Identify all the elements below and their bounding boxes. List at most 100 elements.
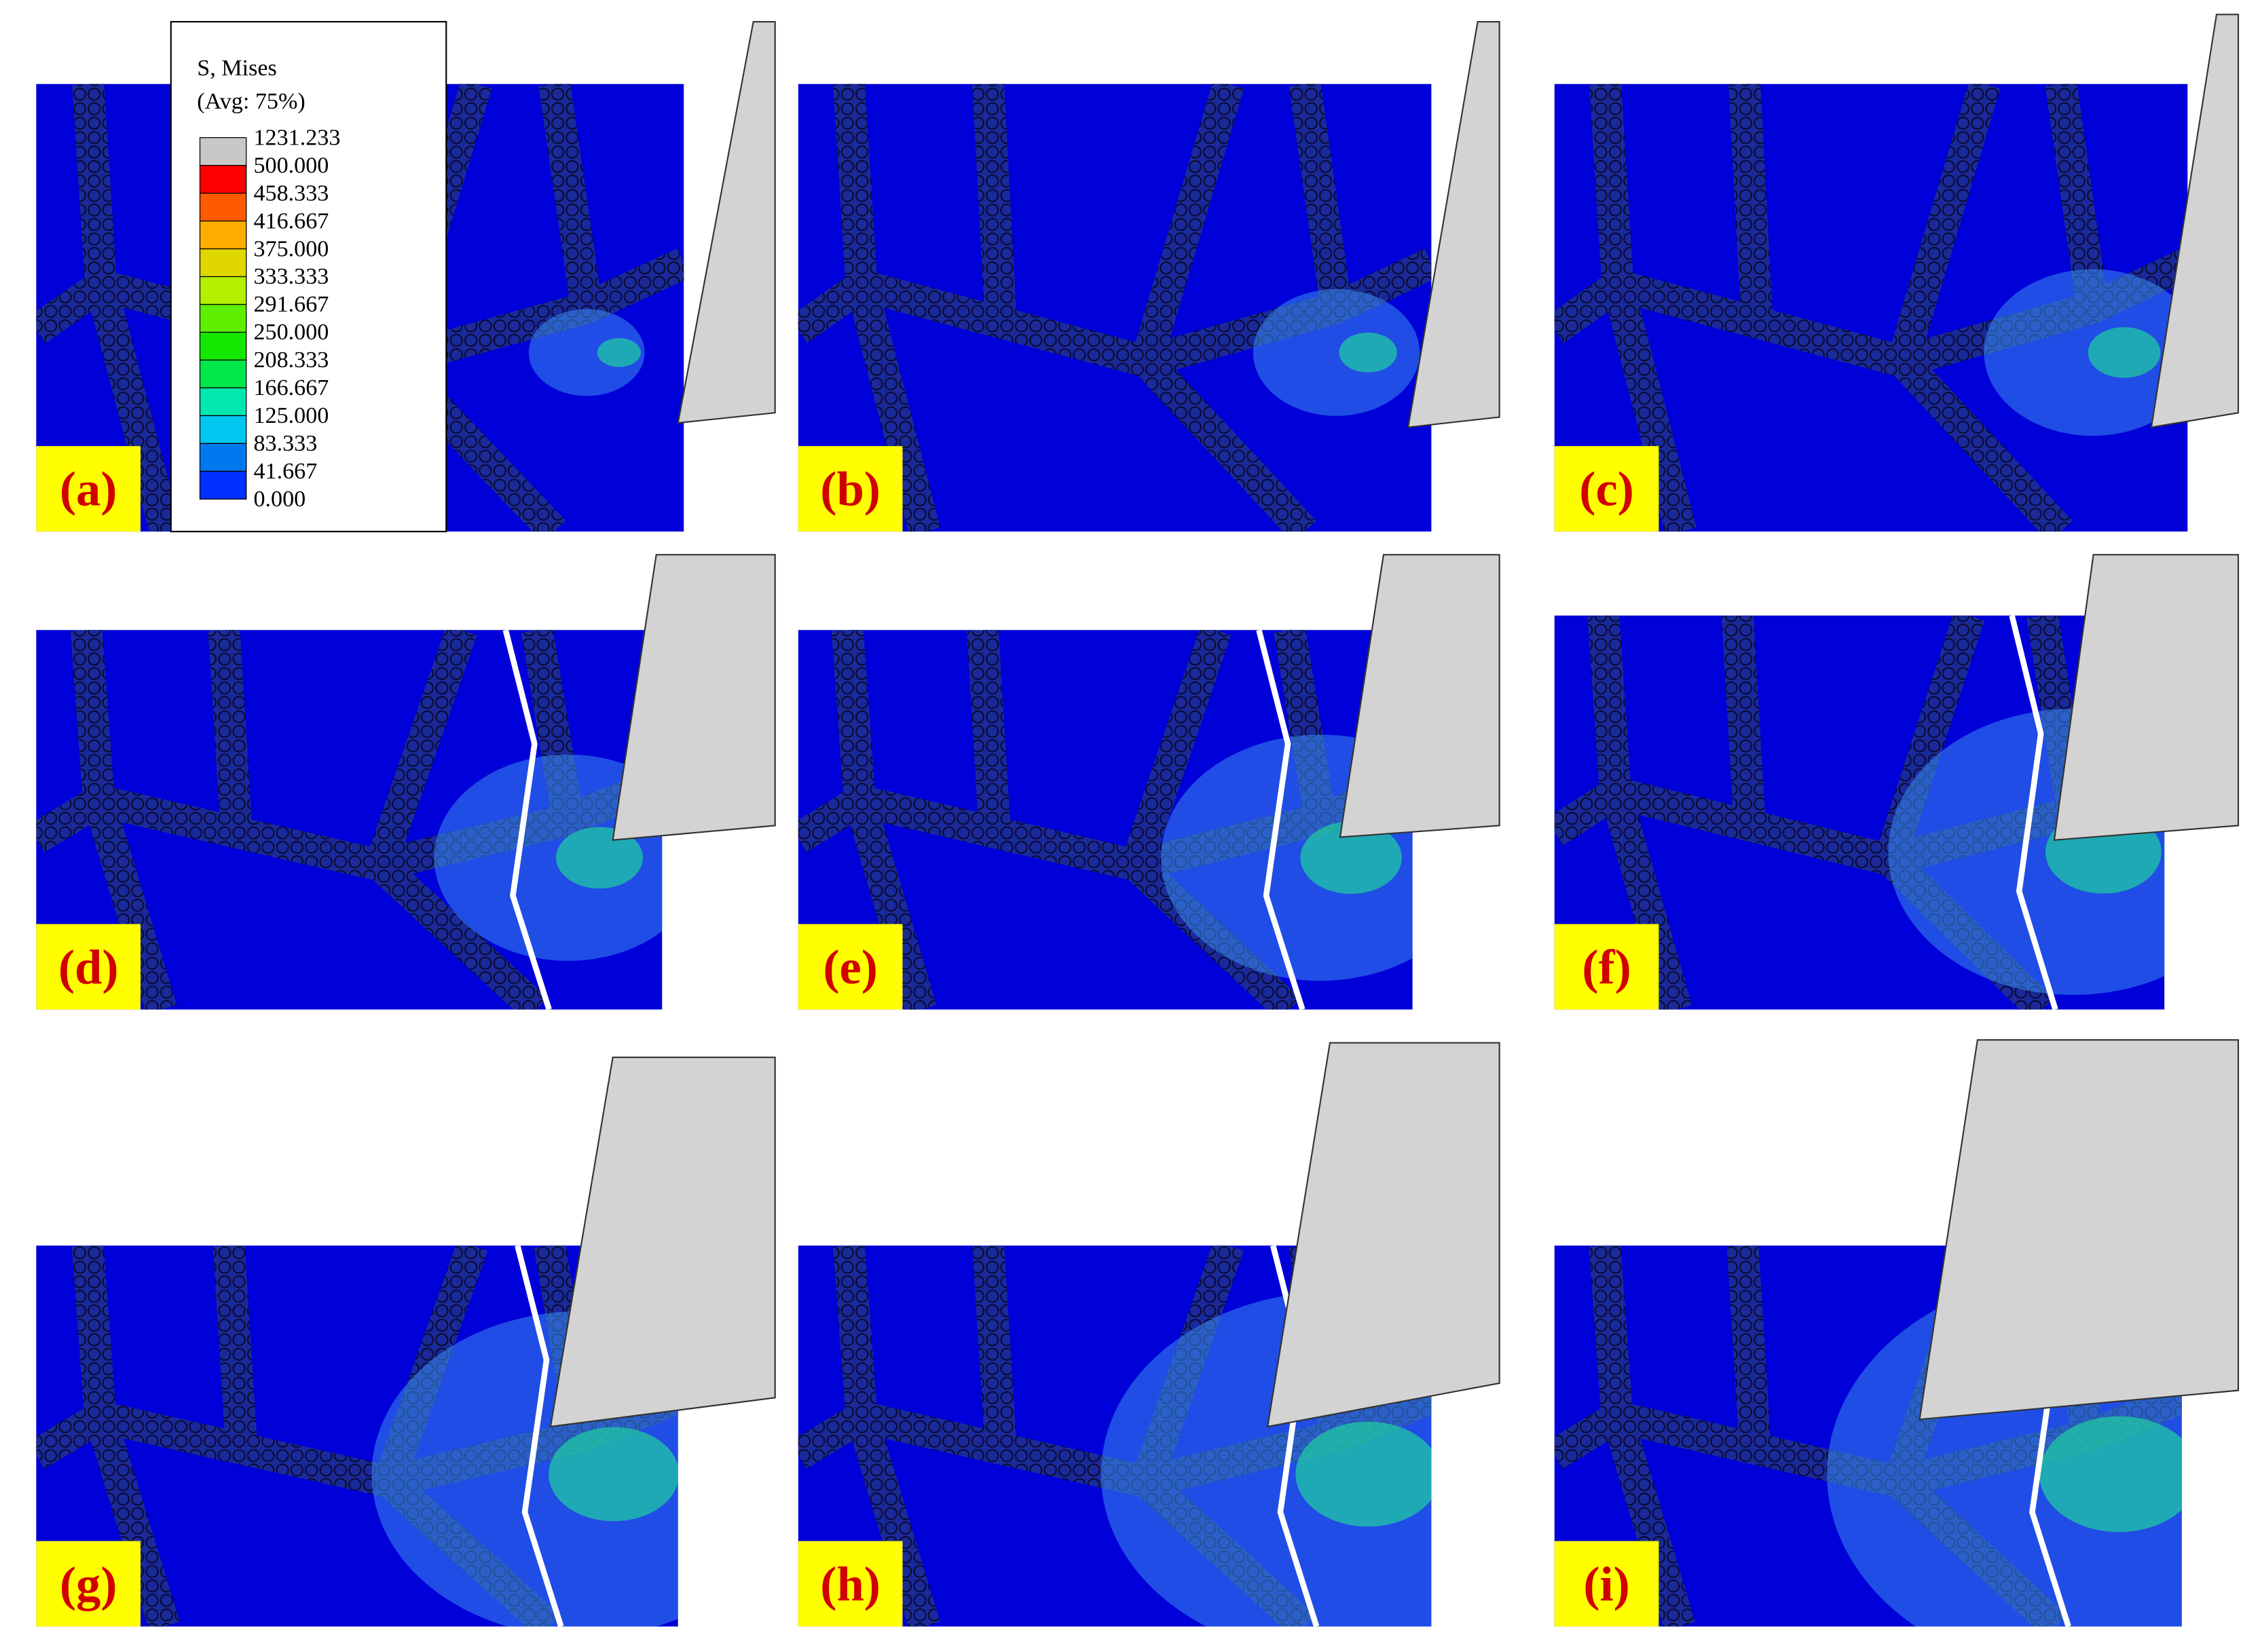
label-box	[36, 446, 141, 532]
grain-boundary	[846, 1412, 940, 1627]
stress-core	[1295, 1421, 1432, 1527]
stress-core	[2039, 1416, 2182, 1533]
legend-label: 250.000	[253, 320, 329, 345]
legend-swatch	[199, 303, 247, 333]
grain-boundary	[86, 281, 181, 532]
cutting-tool	[1407, 20, 1500, 428]
cutting-tool	[612, 554, 776, 841]
legend-swatch	[199, 415, 247, 445]
microstructure	[1554, 83, 2188, 532]
grain-boundary	[1289, 83, 1352, 310]
cutting-tool	[1266, 1042, 1500, 1428]
panel-label: (i)	[1583, 1556, 1629, 1611]
grain-boundary	[1887, 83, 2001, 367]
chip-gap	[2009, 615, 2058, 1010]
chip-gap	[1256, 630, 1305, 1010]
grain-boundary	[1728, 83, 1773, 322]
grain-boundary	[369, 853, 548, 1010]
panel: (d)	[36, 554, 776, 1010]
legend-label: 500.000	[253, 153, 329, 178]
chip-gap	[502, 630, 552, 1010]
legend-label: 333.333	[253, 264, 329, 289]
label-box	[798, 924, 903, 1010]
stress-core	[2088, 327, 2161, 378]
panel: (c)	[1554, 14, 2240, 532]
label-box	[36, 924, 141, 1010]
microstructure	[798, 83, 1432, 532]
grain-boundary	[972, 83, 1017, 322]
legend-label: 0.000	[253, 487, 305, 512]
stress-core	[597, 338, 641, 367]
label-box	[1554, 1541, 1659, 1627]
legend-label: 416.667	[253, 208, 329, 233]
grain-boundary	[1721, 615, 1766, 825]
grain-boundary	[1726, 1245, 1771, 1449]
grain-boundary	[36, 1245, 117, 1469]
panel: (b)	[798, 20, 1500, 532]
panel-label: (g)	[60, 1556, 117, 1611]
legend-label: 41.667	[253, 459, 317, 484]
stress-core	[549, 1427, 678, 1522]
grain-boundary	[538, 83, 603, 310]
cutting-tool	[2053, 554, 2240, 841]
panel: (f)	[1554, 554, 2240, 1010]
grain-boundary	[1134, 350, 1317, 532]
grain-boundary	[84, 796, 177, 1010]
panel-label: (b)	[820, 462, 881, 517]
grain-boundary	[85, 1412, 180, 1627]
label-box	[36, 1541, 141, 1627]
panel-label: (e)	[823, 939, 878, 994]
grain-boundary	[966, 630, 1011, 833]
grain-boundary	[365, 630, 477, 871]
legend-label: 458.333	[253, 181, 329, 206]
panel-label: (d)	[58, 939, 119, 994]
cutting-tool	[2150, 14, 2240, 428]
legend-swatch	[199, 443, 247, 472]
grain-boundary	[846, 281, 941, 532]
grain-boundary	[212, 1245, 258, 1449]
grain-boundary	[972, 1245, 1017, 1449]
stress-core	[556, 827, 644, 889]
grain-boundary	[1554, 1245, 1633, 1469]
label-box	[798, 446, 903, 532]
stress-core	[1339, 333, 1397, 373]
panel: (h)	[798, 1042, 1500, 1627]
grain-boundary	[1891, 350, 2073, 532]
legend-label: 166.667	[253, 375, 329, 400]
legend-label: 375.000	[253, 236, 329, 261]
grain-boundary	[1601, 1412, 1696, 1627]
panels: (a) (b) (c) (d) (e) (f) (g) (h) (i)	[36, 14, 2240, 1627]
label-box	[798, 1541, 903, 1627]
legend-swatch	[199, 276, 247, 305]
legend-label: 83.333	[253, 431, 317, 456]
legend: S, Mises (Avg: 75%) 1231.233 500.000 458.3…	[170, 20, 447, 533]
stress-zone	[528, 309, 645, 396]
panel-label: (c)	[1579, 462, 1634, 517]
legend-label: 208.333	[253, 348, 329, 373]
grain-boundary	[857, 248, 1432, 378]
legend-label: 1231.233	[253, 125, 340, 150]
microstructure	[36, 630, 663, 1010]
grain-boundary	[844, 796, 937, 1010]
cutting-tool	[1919, 1039, 2240, 1421]
legend-swatch	[199, 193, 247, 222]
legend-swatch	[199, 470, 247, 500]
cutting-tool	[1339, 554, 1500, 838]
stress-core	[1300, 821, 1402, 895]
panel-label: (h)	[820, 1556, 881, 1611]
grain-boundary	[798, 1245, 878, 1469]
legend-swatch	[199, 137, 247, 166]
cutting-tool	[549, 1056, 776, 1428]
panel: (g)	[36, 1056, 776, 1627]
stress-zone	[1253, 289, 1420, 416]
panel: (i)	[1554, 1039, 2240, 1627]
legend-swatch	[199, 387, 247, 417]
panel-label: (a)	[60, 462, 117, 517]
legend-label: 291.667	[253, 292, 329, 317]
stress-zone	[1984, 269, 2188, 436]
grain-boundary	[208, 630, 253, 833]
legend-label: 125.000	[253, 403, 329, 428]
label-box	[1554, 924, 1659, 1010]
